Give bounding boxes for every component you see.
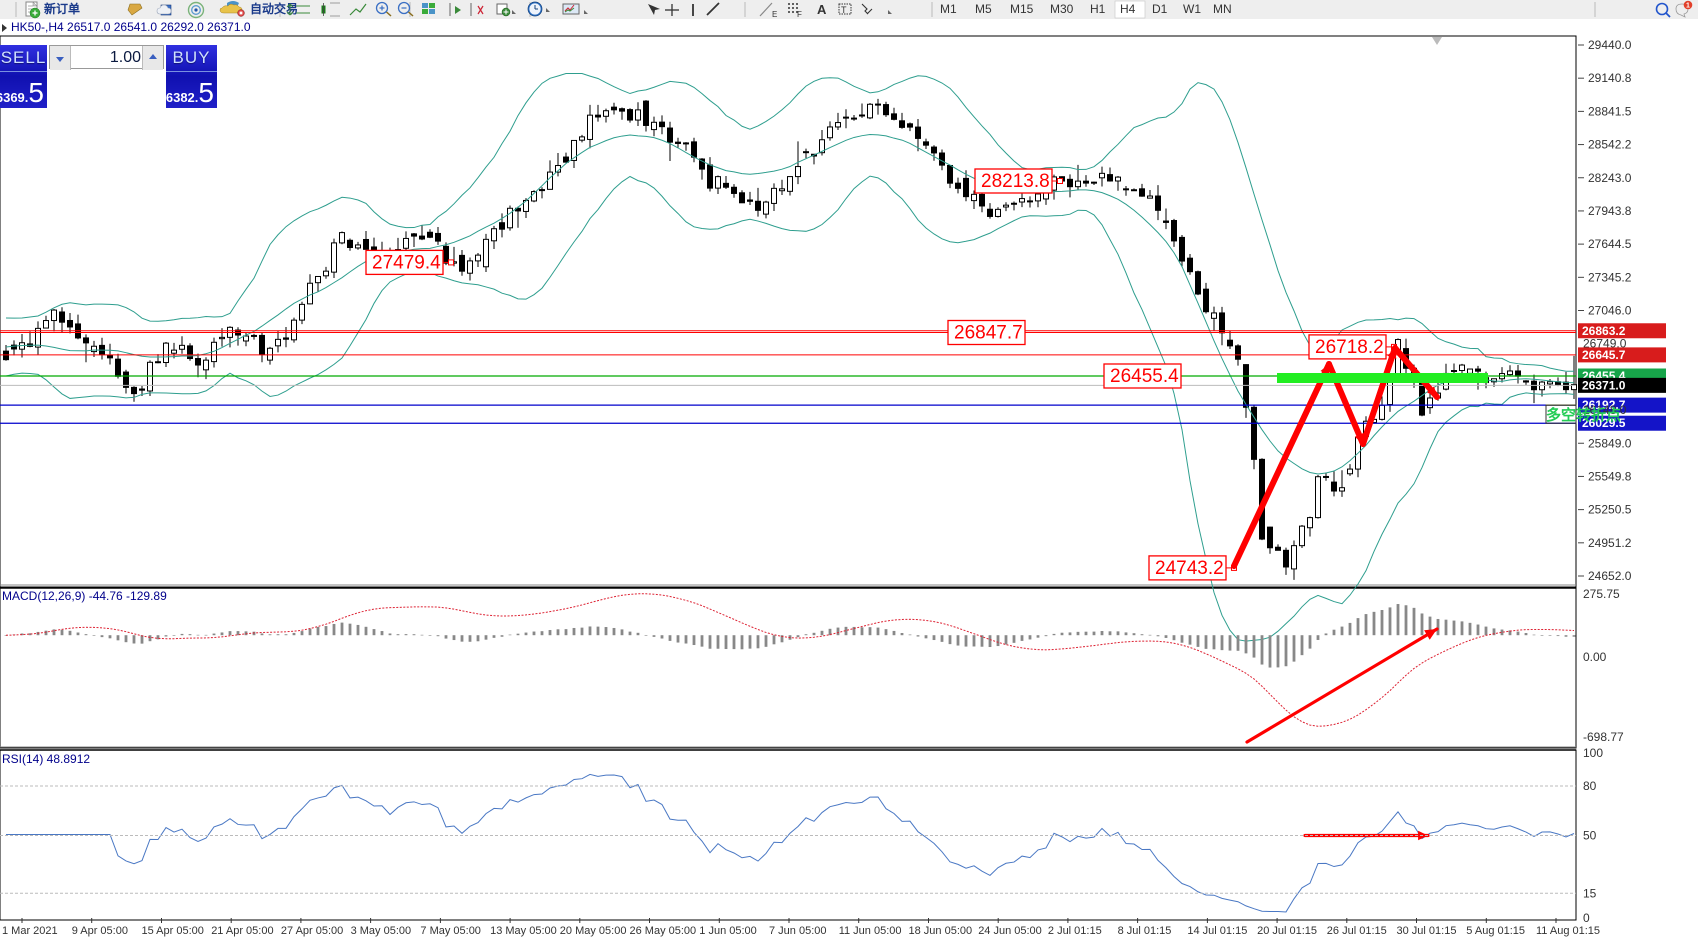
svg-text:29440.0: 29440.0 [1588,38,1632,52]
svg-text:24743.2: 24743.2 [1155,558,1224,579]
svg-text:0: 0 [1583,911,1590,925]
svg-text:8 Jul 01:15: 8 Jul 01:15 [1118,925,1172,937]
svg-text:26645.7: 26645.7 [1582,348,1626,362]
svg-text:7 May 05:00: 7 May 05:00 [420,925,481,937]
svg-text:2 Jul 01:15: 2 Jul 01:15 [1048,925,1102,937]
svg-text:11 Jun 05:00: 11 Jun 05:00 [839,925,902,937]
svg-text:275.75: 275.75 [1583,587,1620,601]
svg-text:27943.8: 27943.8 [1588,204,1632,218]
svg-text:11 Aug 01:15: 11 Aug 01:15 [1536,925,1600,937]
svg-text:27345.2: 27345.2 [1588,270,1632,284]
svg-text:24 Jun 05:00: 24 Jun 05:00 [978,925,1042,937]
svg-text:100: 100 [1583,746,1603,760]
svg-text:1 Jun 05:00: 1 Jun 05:00 [699,925,757,937]
svg-text:20 May 05:00: 20 May 05:00 [560,925,627,937]
svg-text:28213.8: 28213.8 [981,171,1050,192]
svg-text:0.00: 0.00 [1583,650,1607,664]
svg-text:26455.4: 26455.4 [1110,366,1179,387]
svg-text:多空转折点: 多空转折点 [1546,406,1621,424]
svg-text:9 Apr 05:00: 9 Apr 05:00 [72,925,128,937]
svg-text:26718.2: 26718.2 [1315,337,1384,358]
svg-text:21 Apr 05:00: 21 Apr 05:00 [211,925,273,937]
svg-text:26 May 05:00: 26 May 05:00 [630,925,697,937]
svg-text:14 Jul 01:15: 14 Jul 01:15 [1187,925,1247,937]
svg-text:50: 50 [1583,829,1597,843]
svg-text:24951.2: 24951.2 [1588,536,1632,550]
svg-text:27046.0: 27046.0 [1588,304,1632,318]
svg-text:28542.2: 28542.2 [1588,138,1632,152]
svg-text:26 Jul 01:15: 26 Jul 01:15 [1327,925,1387,937]
svg-text:29140.8: 29140.8 [1588,71,1632,85]
svg-text:26371.0: 26371.0 [1582,378,1626,392]
svg-text:80: 80 [1583,779,1597,793]
svg-text:27479.4: 27479.4 [372,252,441,273]
svg-text:27644.5: 27644.5 [1588,237,1632,251]
svg-text:27 Apr 05:00: 27 Apr 05:00 [281,925,343,937]
svg-text:MACD(12,26,9) -44.76 -129.89: MACD(12,26,9) -44.76 -129.89 [2,589,167,603]
svg-text:24652.0: 24652.0 [1588,569,1632,583]
svg-text:15 Apr 05:00: 15 Apr 05:00 [142,925,204,937]
svg-text:18 Jun 05:00: 18 Jun 05:00 [909,925,973,937]
svg-text:20 Jul 01:15: 20 Jul 01:15 [1257,925,1317,937]
svg-text:RSI(14) 48.8912: RSI(14) 48.8912 [2,752,90,766]
svg-text:5 Aug 01:15: 5 Aug 01:15 [1466,925,1525,937]
svg-text:25250.5: 25250.5 [1588,503,1632,517]
svg-text:26847.7: 26847.7 [954,323,1023,344]
svg-text:7 Jun 05:00: 7 Jun 05:00 [769,925,827,937]
svg-text:13 May 05:00: 13 May 05:00 [490,925,557,937]
svg-text:25549.8: 25549.8 [1588,469,1632,483]
svg-text:3 May 05:00: 3 May 05:00 [351,925,412,937]
svg-text:15: 15 [1583,886,1597,900]
svg-text:28243.0: 28243.0 [1588,171,1632,185]
svg-text:28841.5: 28841.5 [1588,104,1632,118]
svg-text:30 Jul 01:15: 30 Jul 01:15 [1397,925,1457,937]
svg-text:-698.77: -698.77 [1583,730,1624,744]
svg-text:1 Mar 2021: 1 Mar 2021 [2,925,58,937]
svg-text:25849.0: 25849.0 [1588,436,1632,450]
